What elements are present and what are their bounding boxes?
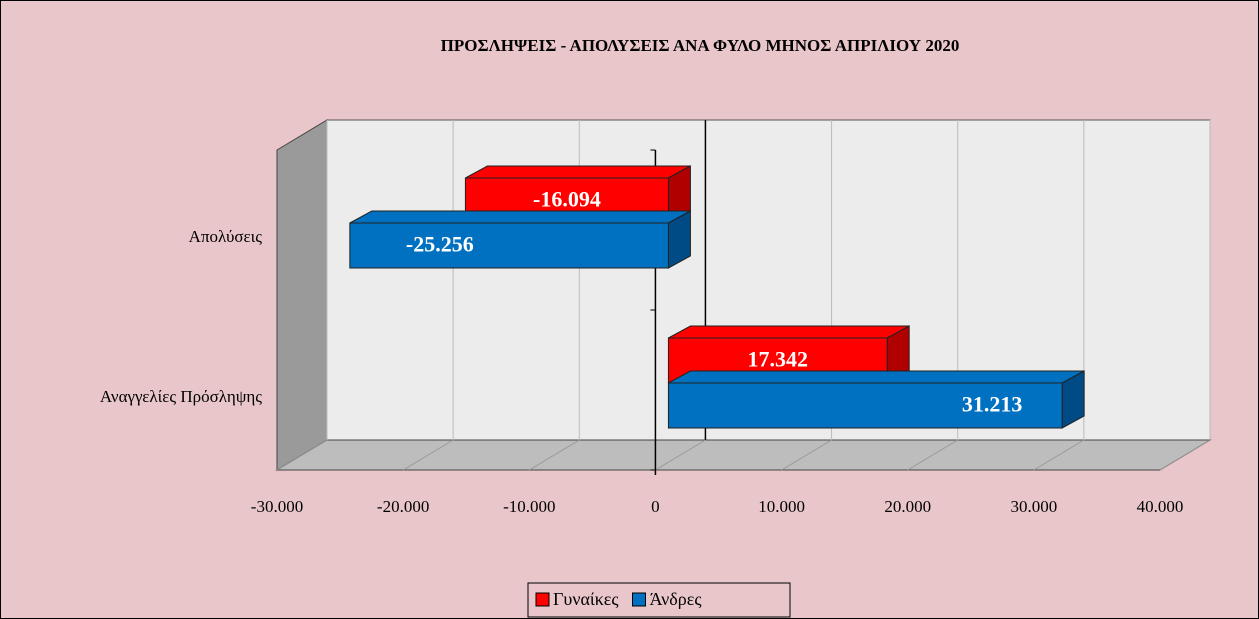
data-label: -25.256 — [406, 232, 474, 257]
floor-grid — [1159, 439, 1211, 471]
x-tick-label: 20.000 — [884, 497, 931, 516]
floor — [275, 439, 1212, 471]
data-label: -16.094 — [533, 187, 601, 212]
floor-grid — [529, 439, 580, 471]
data-label: 17.342 — [748, 347, 809, 372]
bar-top — [668, 370, 1085, 384]
chart-title: ΠΡΟΣΛΗΨΕΙΣ - ΑΠΟΛΥΣΕΙΣ ΑΝΑ ΦΥΛΟ ΜΗΝΟΣ ΑΠ… — [441, 36, 960, 55]
x-tick-label: -10.000 — [503, 497, 555, 516]
floor-grid — [655, 439, 706, 471]
x-tick-label: 10.000 — [758, 497, 805, 516]
floor-grid — [402, 439, 454, 471]
bar-top — [668, 325, 910, 339]
x-tick-label: -20.000 — [377, 497, 429, 516]
legend-swatch — [535, 592, 550, 607]
bar — [667, 382, 1063, 429]
x-tick-label: 0 — [651, 497, 660, 516]
floor-grid — [276, 439, 328, 471]
legend-box — [527, 582, 791, 618]
x-tick-label: -30.000 — [251, 497, 303, 516]
left-wall — [276, 119, 328, 471]
y-tick-label: Απολύσεις — [189, 227, 263, 246]
legend-swatch — [632, 592, 646, 607]
bar — [349, 222, 669, 269]
floor-grid — [1033, 439, 1085, 471]
data-label: 31.213 — [962, 392, 1023, 417]
x-tick-label: 40.000 — [1137, 497, 1184, 516]
y-tick-label: Αναγγελίες Πρόσληψης — [100, 387, 262, 406]
legend-label: Άνδρες — [650, 589, 702, 609]
x-tick-label: 30.000 — [1010, 497, 1057, 516]
legend-label: Γυναίκες — [553, 589, 619, 609]
bar-top — [465, 165, 691, 179]
bar-top — [349, 210, 691, 224]
floor-grid — [781, 439, 832, 471]
floor-grid — [907, 439, 958, 471]
